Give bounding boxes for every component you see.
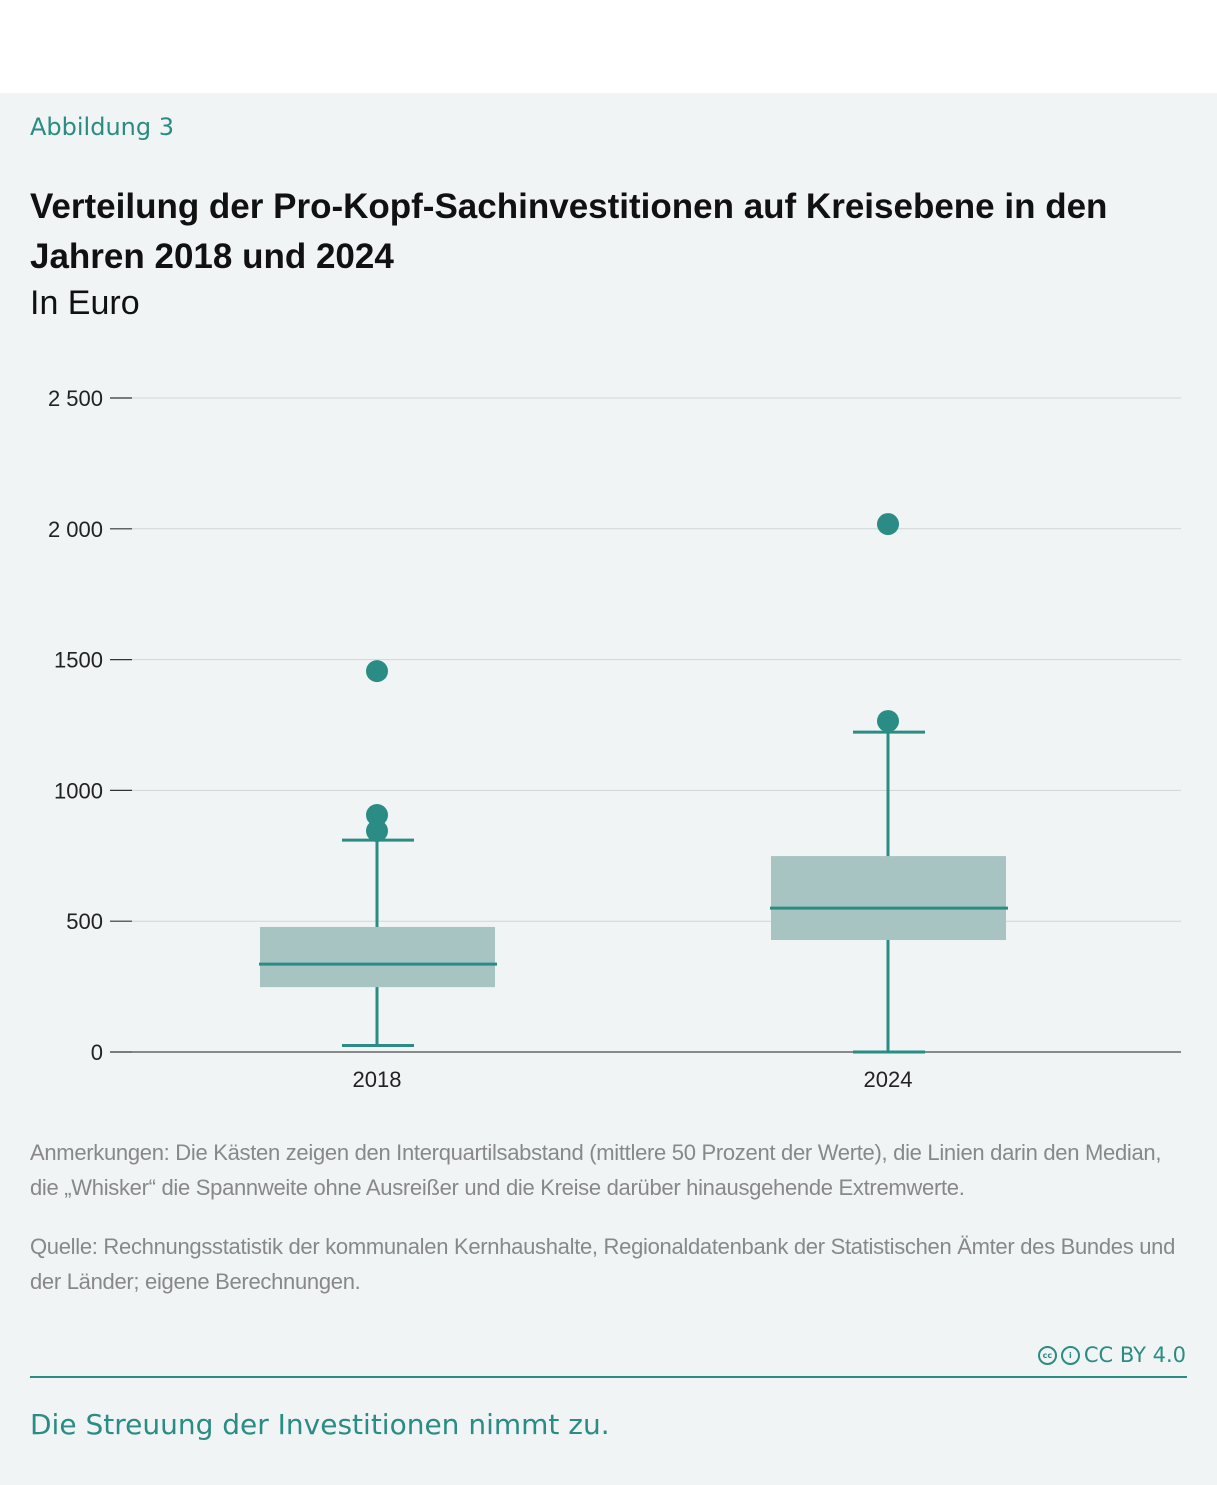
y-tick-label: 0	[91, 1040, 103, 1065]
outlier-point	[877, 710, 899, 733]
outlier-point	[366, 803, 388, 826]
license[interactable]: cc i CC BY 4.0	[1037, 1343, 1186, 1367]
chart-title: Verteilung der Pro-Kopf-Sachinvestitione…	[30, 187, 1108, 276]
x-tick-label: 2024	[864, 1067, 913, 1092]
outlier-point	[366, 819, 388, 842]
cc-icon: cc	[1037, 1345, 1057, 1365]
boxplot-chart: 0 500 1000 1500 2 000 2 500 2018 2024	[48, 386, 1181, 1092]
license-label: CC BY 4.0	[1083, 1343, 1186, 1367]
outlier-point	[877, 513, 899, 536]
by-person-icon: i	[1060, 1345, 1080, 1365]
y-tick-label: 1000	[54, 778, 103, 803]
x-tick-label: 2018	[353, 1067, 402, 1092]
figure-panel	[0, 93, 1217, 1485]
y-tick-label: 2 500	[48, 386, 103, 411]
chart-subtitle: In Euro	[30, 284, 140, 322]
figure-number: Abbildung 3	[30, 113, 175, 141]
divider	[30, 1376, 1187, 1378]
takeaway: Die Streuung der Investitionen nimmt zu.	[30, 1408, 610, 1441]
y-tick-label: 1500	[54, 648, 103, 673]
iqr-box	[771, 856, 1006, 941]
iqr-box	[260, 926, 495, 988]
remarks-note: Anmerkungen: Die Kästen zeigen den Inter…	[30, 1140, 1162, 1200]
y-tick-label: 2 000	[48, 517, 103, 542]
y-tick-label: 500	[66, 909, 103, 934]
source-note: Quelle: Rechnungsstatistik der kommunale…	[30, 1234, 1176, 1294]
outlier-point	[366, 660, 388, 683]
